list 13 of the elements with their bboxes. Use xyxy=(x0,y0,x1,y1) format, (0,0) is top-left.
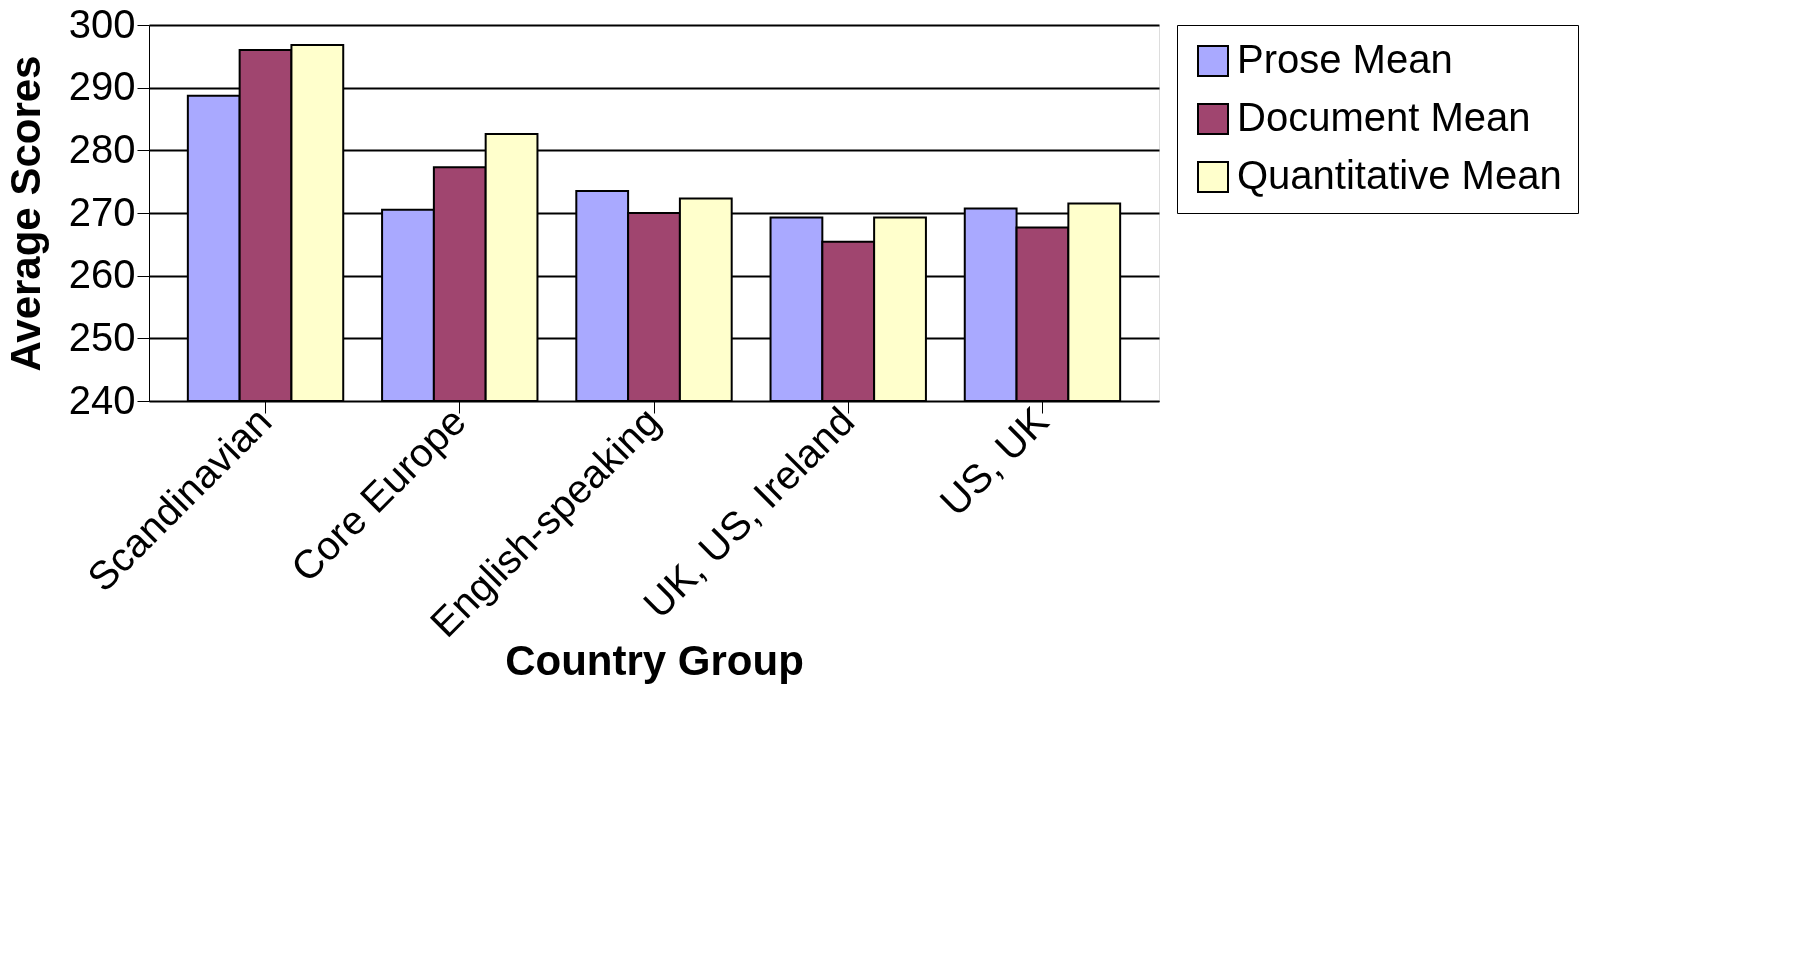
x-tick-label: US, UK xyxy=(931,398,1057,524)
y-tick-label: 240 xyxy=(68,377,136,422)
y-tick-label: 270 xyxy=(68,189,136,234)
y-tick-label: 280 xyxy=(68,126,136,171)
x-axis-title: Country Group xyxy=(505,636,804,684)
y-tick-label: 290 xyxy=(68,64,136,109)
legend-label: Document Mean xyxy=(1237,95,1531,139)
y-tick-label: 300 xyxy=(68,1,136,46)
legend-label: Quantitative Mean xyxy=(1237,153,1562,197)
legend-label: Prose Mean xyxy=(1237,37,1453,81)
y-axis-title: Average Scores xyxy=(1,55,49,372)
y-tick-label: 260 xyxy=(68,252,136,297)
y-tick-label: 250 xyxy=(68,314,136,359)
